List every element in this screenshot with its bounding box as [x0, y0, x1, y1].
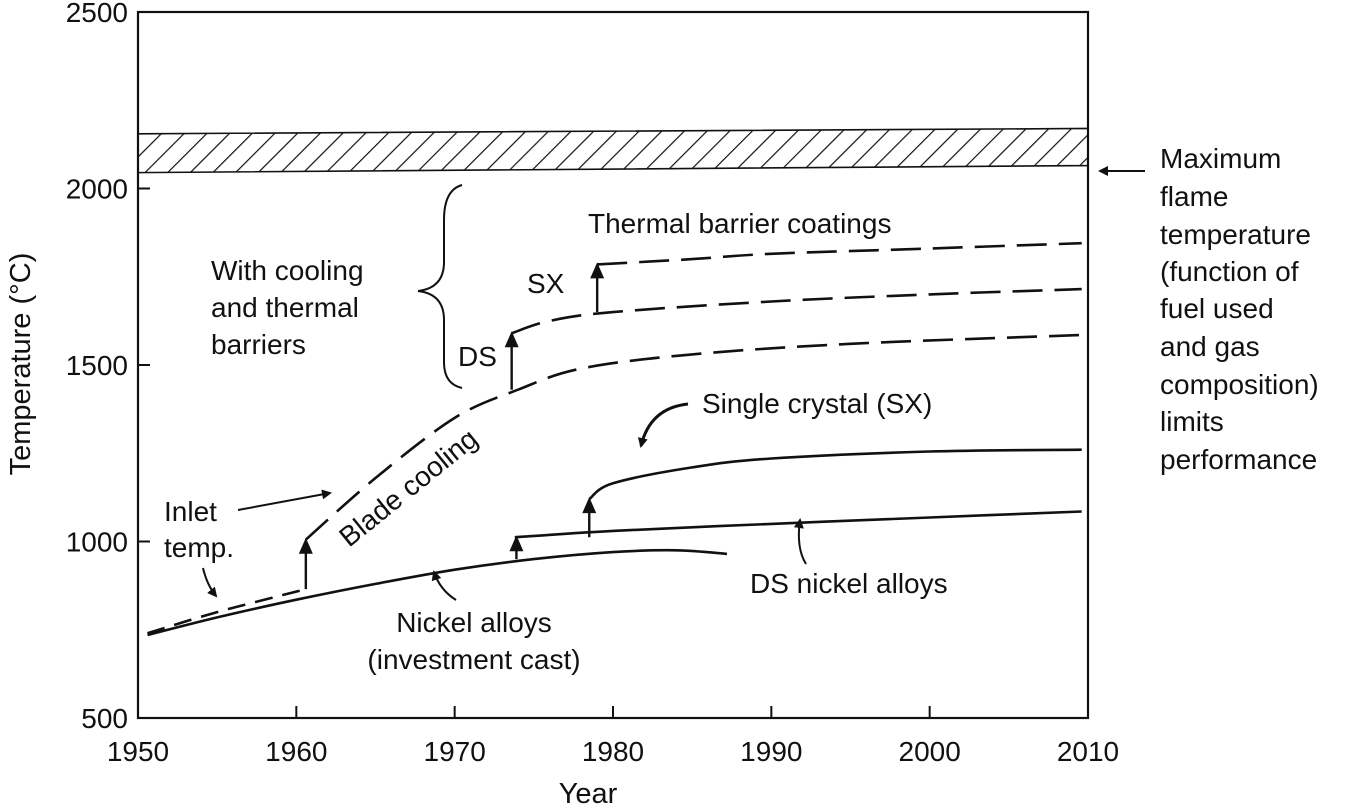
flame-line: composition) [1160, 369, 1319, 400]
single-crystal-pointer [637, 402, 689, 448]
flame-line: temperature [1160, 219, 1311, 250]
x-tick-label: 1990 [740, 736, 802, 767]
x-tick-label: 2010 [1057, 736, 1119, 767]
inlet-label-line2: temp. [164, 532, 234, 563]
nickel-label-line1: Nickel alloys [396, 607, 552, 638]
x-tick-label: 1980 [582, 736, 644, 767]
flame-line: fuel used [1160, 293, 1274, 324]
series-line-3 [147, 587, 307, 635]
x-tick-label: 1960 [265, 736, 327, 767]
with-cooling-line1: With cooling [211, 255, 364, 286]
x-tick-label: 2000 [899, 736, 961, 767]
y-tick-label: 1000 [66, 527, 128, 558]
ds-nickel-pointer [793, 518, 807, 565]
flame-line: limits [1160, 406, 1224, 437]
flame-line: Maximum [1160, 143, 1281, 174]
flame-line: (function of [1160, 256, 1299, 287]
x-axis-label: Year [559, 778, 618, 810]
with-cooling-line3: barriers [211, 329, 306, 360]
y-axis-ticks: 500 1000 1500 2000 2500 [66, 0, 150, 734]
y-tick-label: 1500 [66, 350, 128, 381]
jump-arrow-head-0 [298, 537, 313, 554]
y-tick-label: 2500 [66, 0, 128, 28]
series-line-4 [304, 333, 1082, 541]
brace [417, 184, 463, 389]
jump-arrow-head-3 [582, 497, 597, 514]
inlet-pointer [237, 489, 332, 511]
single-crystal-label: Single crystal (SX) [702, 388, 932, 419]
ds-label: DS [458, 341, 497, 372]
series-line-2 [588, 448, 1082, 501]
series-line-6 [597, 241, 1082, 266]
flame-line: performance [1160, 444, 1317, 475]
y-tick-label: 2000 [66, 174, 128, 205]
jump-arrows [298, 262, 605, 590]
blade-cooling-label: Blade cooling [333, 423, 483, 553]
y-tick-label: 500 [81, 703, 128, 734]
series-line-1 [514, 510, 1082, 539]
series-line-0 [147, 548, 728, 637]
flame-line: flame [1160, 181, 1228, 212]
series-line-5 [511, 287, 1082, 335]
jump-arrow-head-2 [504, 331, 519, 348]
sx-label: SX [527, 268, 565, 299]
x-axis-ticks: 1950 1960 1970 1980 1990 2000 2010 [107, 706, 1119, 767]
inlet-label-line1: Inlet [164, 496, 217, 527]
jump-arrow-head-1 [509, 535, 524, 552]
nickel-label-line2: (investment cast) [367, 644, 580, 675]
nickel-pointer [431, 570, 457, 601]
plot-frame [136, 10, 1090, 720]
flame-annotation: Maximum flame temperature (function of f… [1160, 143, 1319, 475]
with-cooling-line2: and thermal [211, 292, 359, 323]
series-layer [147, 241, 1082, 637]
jump-arrow-head-4 [590, 262, 605, 279]
y-axis-label: Temperature (°C) [5, 253, 37, 476]
tbc-label: Thermal barrier coatings [588, 208, 891, 239]
ds-nickel-label: DS nickel alloys [750, 568, 948, 599]
x-tick-label: 1970 [424, 736, 486, 767]
max-flame-band [137, 127, 1089, 174]
inlet-temp-pointer [202, 567, 218, 598]
flame-line: and gas [1160, 331, 1260, 362]
x-tick-label: 1950 [107, 736, 169, 767]
